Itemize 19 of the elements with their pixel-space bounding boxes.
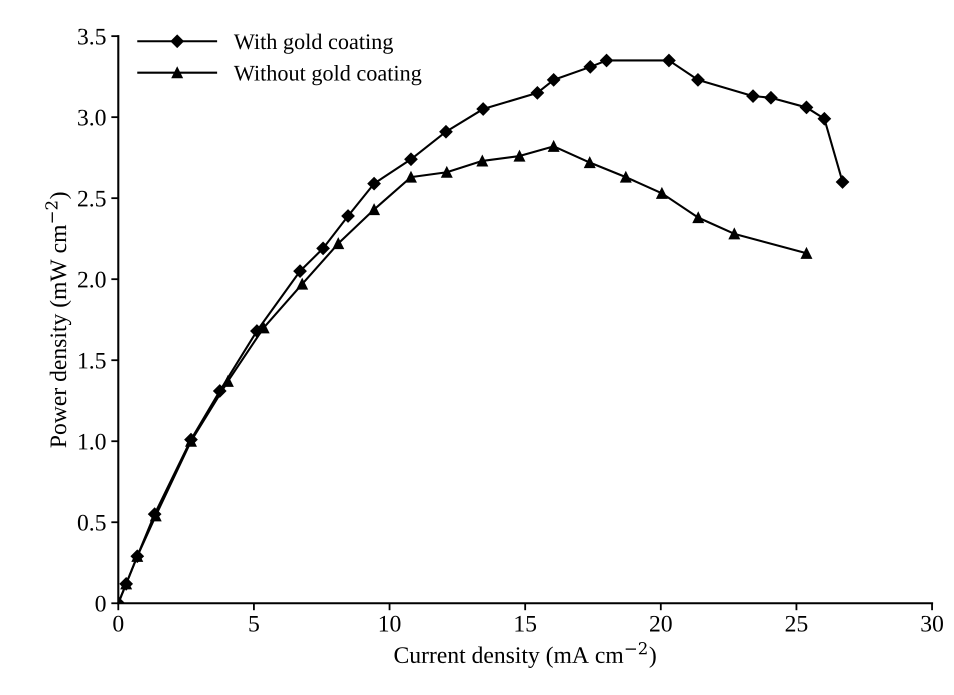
y-tick-label: 1.5 bbox=[79, 352, 106, 369]
y-tick-label: 3.5 bbox=[78, 28, 106, 45]
y-tick-label: 3.0 bbox=[78, 110, 106, 126]
x-tick-label: 10 bbox=[380, 616, 400, 632]
y-tick-label: 2.0 bbox=[78, 272, 106, 288]
x-tick-label: 5 bbox=[249, 616, 259, 632]
y-tick-label: 0.5 bbox=[78, 514, 106, 531]
legend-label: With gold coating bbox=[234, 34, 393, 54]
x-tick-label: 30 bbox=[921, 616, 943, 632]
y-tick-label: 1.0 bbox=[79, 434, 106, 450]
y-tick-label: 2.5 bbox=[78, 190, 106, 207]
x-axis-title: Current density (mA cm$^{−2}$) bbox=[394, 642, 656, 668]
y-axis-title: Power density (mW cm$^{−2}$) bbox=[45, 192, 72, 448]
x-tick-label: 25 bbox=[786, 616, 808, 632]
legend-label: Without gold coating bbox=[234, 65, 422, 86]
x-tick-label: 20 bbox=[650, 616, 672, 632]
x-tick-label: 15 bbox=[515, 616, 536, 632]
x-tick-label: 0 bbox=[113, 616, 124, 632]
y-tick-label: 0 bbox=[96, 596, 106, 612]
